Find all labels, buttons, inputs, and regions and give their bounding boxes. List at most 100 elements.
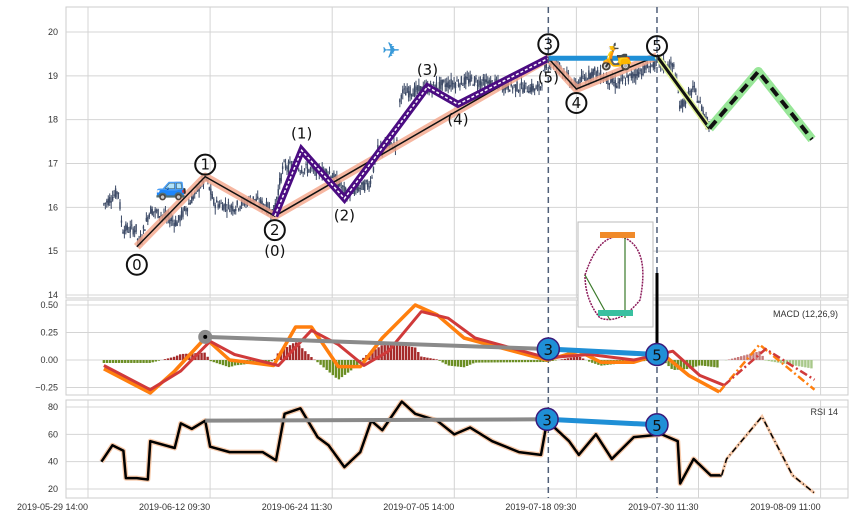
candle-body xyxy=(585,76,587,82)
candle-body xyxy=(400,94,403,99)
macd-histogram-bar xyxy=(108,360,112,363)
candle-body xyxy=(353,189,356,195)
macd-histogram-bar xyxy=(374,349,377,360)
candle-body xyxy=(407,91,410,98)
coaster-cart xyxy=(600,232,635,238)
candle-body xyxy=(667,63,669,69)
candle-body xyxy=(371,177,373,179)
macd-histogram-projection-bar xyxy=(727,359,731,360)
candle-body xyxy=(104,202,107,204)
candle-body xyxy=(169,219,171,224)
rsi-panel-label: RSI 14 xyxy=(810,407,838,417)
candle-body xyxy=(594,67,596,71)
candle-body xyxy=(359,187,361,189)
macd-histogram-projection-bar xyxy=(752,352,755,360)
candle-body xyxy=(240,200,243,206)
macd-histogram-bar xyxy=(487,360,490,363)
macd-histogram-bar xyxy=(169,357,173,360)
wave-label: 0 xyxy=(132,256,142,274)
candle-body xyxy=(337,184,340,188)
candle-body xyxy=(220,202,222,204)
macd-histogram-bar xyxy=(371,351,374,360)
candle-body xyxy=(702,110,704,116)
candle-body xyxy=(148,214,150,218)
macd-histogram-bar xyxy=(667,360,670,367)
candle-body xyxy=(406,87,408,93)
macd-histogram-bar xyxy=(322,360,325,368)
candle-body xyxy=(410,94,413,97)
candle-body xyxy=(283,160,285,162)
candle-body xyxy=(673,64,675,67)
candle-body xyxy=(125,224,127,232)
macd-histogram-bar xyxy=(316,360,319,363)
candle-body xyxy=(281,166,284,170)
macd-histogram-bar xyxy=(404,345,408,360)
candle-body xyxy=(432,81,435,84)
macd-histogram-bar xyxy=(710,360,713,367)
y-tick-label: 20 xyxy=(48,27,58,37)
candle-body xyxy=(538,83,540,91)
candle-body xyxy=(273,205,275,213)
candle-body xyxy=(511,87,514,90)
candle-body xyxy=(135,224,137,232)
candle-body xyxy=(233,209,235,213)
macd-histogram-bar xyxy=(294,342,298,360)
macd-histogram-projection-bar xyxy=(730,358,734,360)
candle-body xyxy=(226,209,228,212)
macd-histogram-bar xyxy=(414,347,417,360)
macd-histogram-bar xyxy=(389,343,393,360)
x-tick-label: 2019-05-29 14:00 xyxy=(17,502,88,512)
candle-body xyxy=(479,80,482,86)
sub-wave-label: (5) xyxy=(538,68,559,86)
macd-histogram-bar xyxy=(227,360,231,368)
candle-body xyxy=(274,202,277,207)
rsi-divergence-marker xyxy=(535,407,559,432)
candle-body xyxy=(390,142,392,145)
candle-body xyxy=(678,105,681,109)
candle-body xyxy=(532,85,534,91)
price-panel xyxy=(65,6,849,299)
candle-body xyxy=(182,209,184,217)
y-tick-label: 0.00 xyxy=(40,355,58,365)
macd-histogram-bar xyxy=(133,360,136,363)
candle-body xyxy=(356,184,359,191)
candle-body xyxy=(677,92,679,94)
macd-histogram-bar xyxy=(694,360,698,367)
candle-body xyxy=(176,222,178,226)
candle-body xyxy=(223,203,225,210)
candle-body xyxy=(147,217,149,222)
candle-body xyxy=(132,228,134,235)
macd-histogram-bar xyxy=(713,360,716,368)
candle-body xyxy=(624,83,627,85)
candle-body xyxy=(119,202,121,210)
candle-body xyxy=(208,187,211,190)
macd-histogram-bar xyxy=(285,347,289,360)
sub-wave-label: (4) xyxy=(447,110,468,128)
candle-body xyxy=(453,82,455,87)
candle-body xyxy=(463,77,466,85)
candle-body xyxy=(621,78,624,81)
macd-histogram-bar xyxy=(166,358,170,360)
macd-histogram-bar xyxy=(267,360,270,362)
macd-histogram-bar xyxy=(356,360,359,366)
candle-body xyxy=(280,173,282,182)
candle-body xyxy=(126,225,129,230)
candle-body xyxy=(633,73,635,77)
candle-body xyxy=(298,169,300,171)
macd-histogram-bar xyxy=(530,360,533,363)
macd-histogram-bar xyxy=(682,360,686,370)
macd-histogram-bar xyxy=(163,359,167,360)
y-tick-label: 14 xyxy=(48,290,58,300)
macd-histogram-bar xyxy=(566,358,570,360)
candle-body xyxy=(116,191,118,195)
candle-body xyxy=(232,206,234,212)
candle-body xyxy=(611,77,613,83)
candle-body xyxy=(152,211,155,213)
macd-histogram-bar xyxy=(218,360,222,365)
candle-body xyxy=(535,86,537,90)
candle-body xyxy=(637,71,640,78)
candle-body xyxy=(302,172,304,174)
macd-histogram-bar xyxy=(209,360,212,362)
candle-body xyxy=(648,71,650,73)
candle-body xyxy=(344,187,347,191)
